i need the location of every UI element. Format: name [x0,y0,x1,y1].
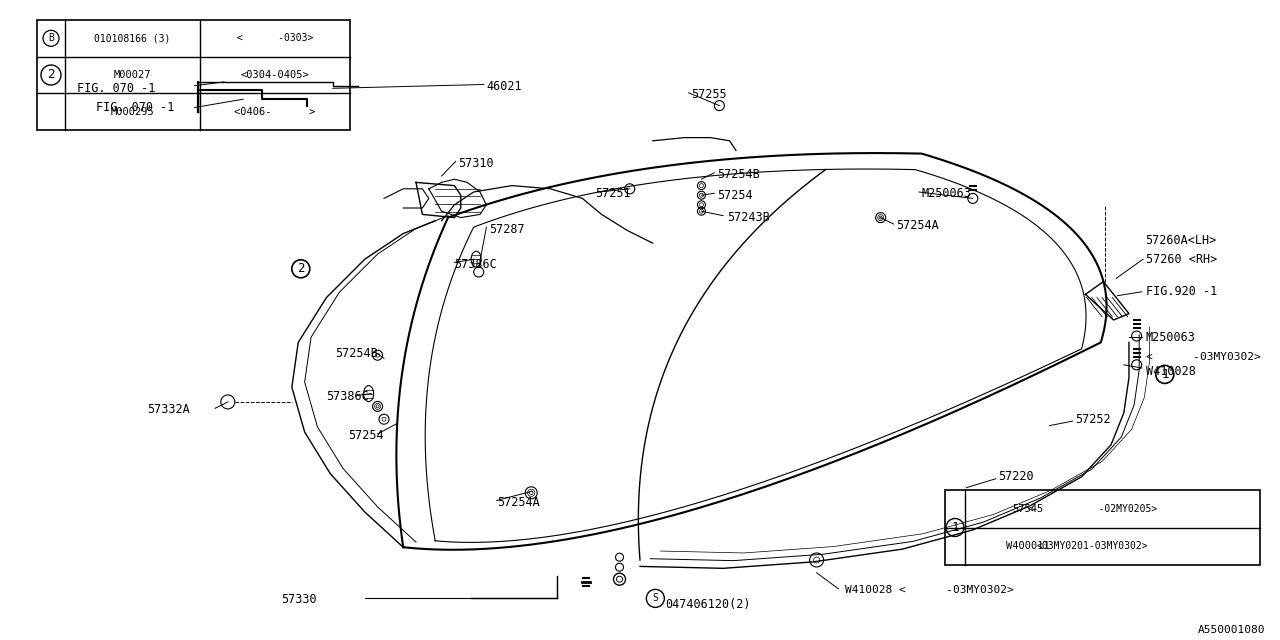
Text: 57260A<LH>: 57260A<LH> [1146,234,1217,246]
Text: 57260 <RH>: 57260 <RH> [1146,253,1217,266]
Text: 57545: 57545 [1012,504,1043,514]
Text: FIG.920 -1: FIG.920 -1 [1146,285,1217,298]
Text: M000295: M000295 [110,107,155,116]
Text: 57220: 57220 [998,470,1034,483]
Text: <0406-      >: <0406- > [234,107,316,116]
Text: M00027: M00027 [114,70,151,80]
Text: 57252: 57252 [1075,413,1111,426]
Text: 57251: 57251 [595,188,631,200]
Text: 010108166 (3): 010108166 (3) [95,33,170,44]
Text: 57254: 57254 [348,429,384,442]
Text: FIG. 070 -1: FIG. 070 -1 [77,82,155,95]
Text: M250063: M250063 [922,187,972,200]
Text: 57243B: 57243B [727,211,769,224]
Text: 46021: 46021 [486,80,522,93]
Text: W410028: W410028 [1146,365,1196,378]
Text: S: S [653,593,658,604]
Text: <           -02MY0205>: < -02MY0205> [1028,504,1157,514]
Text: 57330: 57330 [282,593,317,605]
Text: A550001080: A550001080 [1198,625,1265,635]
Bar [945,490,1260,565]
Text: <03MY0201-03MY0302>: <03MY0201-03MY0302> [1037,541,1148,551]
Text: <      -0303>: < -0303> [237,33,314,44]
Text: 047406120(2): 047406120(2) [666,598,751,611]
Text: FIG. 070 -1: FIG. 070 -1 [96,101,174,114]
Text: 57255: 57255 [691,88,727,101]
Text: 57254A: 57254A [497,496,539,509]
Text: 1: 1 [1161,368,1169,381]
Text: 57386C: 57386C [326,390,369,403]
Bar [37,20,349,130]
Text: W400011: W400011 [1006,541,1050,551]
Text: <      -03MY0302>: < -03MY0302> [1146,352,1261,362]
Text: 57386C: 57386C [454,258,497,271]
Text: 57254B: 57254B [717,168,759,180]
Text: W410028 <      -03MY0302>: W410028 < -03MY0302> [845,585,1014,595]
Text: 57254B: 57254B [335,347,378,360]
Text: 57254A: 57254A [896,219,938,232]
Text: 2: 2 [297,262,305,275]
Text: M250063: M250063 [1146,331,1196,344]
Text: B: B [49,33,54,44]
Text: 1: 1 [951,521,959,534]
Text: 57310: 57310 [458,157,494,170]
Text: <0304-0405>: <0304-0405> [241,70,310,80]
Text: 57254: 57254 [717,189,753,202]
Text: 57287: 57287 [489,223,525,236]
Text: 57332A: 57332A [147,403,189,416]
Text: 2: 2 [47,68,55,81]
